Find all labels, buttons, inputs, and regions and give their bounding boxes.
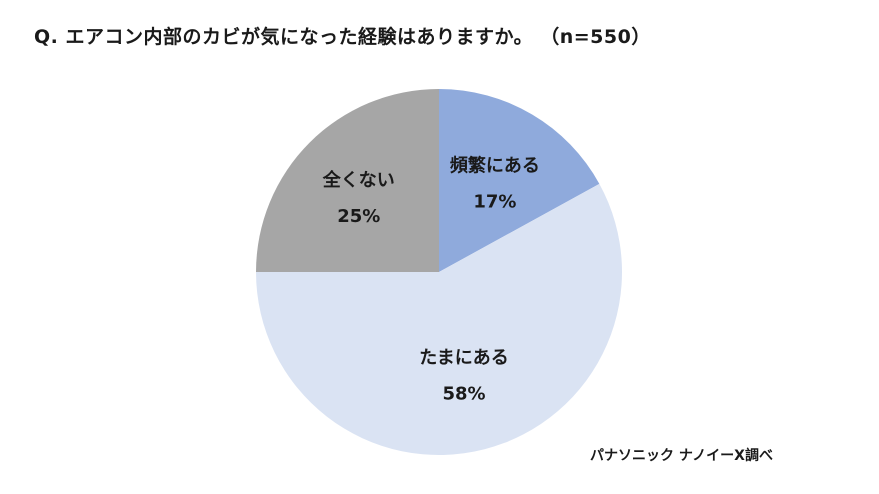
pie-labels: 頻繁にある 17% たまにある 58% 全くない 25% xyxy=(322,154,540,404)
chart-title: Q. エアコン内部のカビが気になった経験はありますか。 （n=550） xyxy=(34,26,651,48)
pie-slices xyxy=(256,89,623,456)
pie-slice-2 xyxy=(256,183,623,456)
slice-label-2: たまにある xyxy=(419,347,508,368)
source-note: パナソニック ナノイーX調べ xyxy=(590,448,773,464)
slice-value-1: 17% xyxy=(473,191,516,212)
slice-label-1: 頻繁にある xyxy=(450,154,540,176)
pie-slice-3 xyxy=(256,89,439,272)
pie-slice-1 xyxy=(439,89,600,272)
slice-value-3: 25% xyxy=(337,206,380,227)
slice-label-3: 全くない xyxy=(322,169,395,191)
slice-value-2: 58% xyxy=(442,383,485,404)
